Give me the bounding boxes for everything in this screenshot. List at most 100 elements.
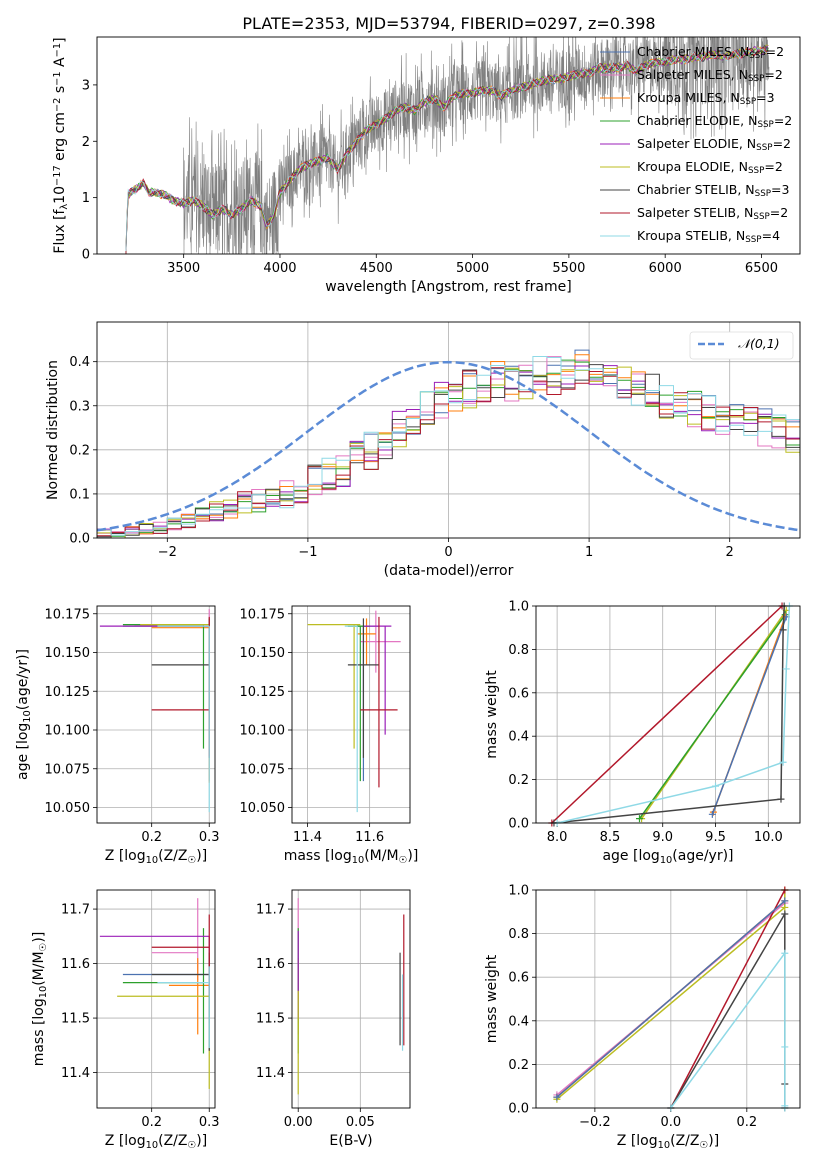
model-line-9: [125, 47, 769, 252]
y-tick-label: 10.125: [45, 685, 91, 700]
label-segment: Z [log: [617, 1133, 658, 1149]
histogram-9: [97, 356, 800, 536]
subscript: SSP: [749, 51, 765, 61]
axis-label-text: Chabrier MILES, NSSP=2: [637, 44, 784, 61]
y-tick-label: 10.175: [45, 607, 91, 622]
superscript: −2: [52, 98, 63, 112]
weight-marker: [781, 1043, 789, 1051]
subscript: ☉: [187, 855, 196, 866]
y-tick-label: 0.0: [69, 532, 90, 547]
histogram-2: [97, 356, 800, 535]
label-segment: Chabrier ELODIE, N: [637, 113, 757, 128]
axis-label-text: mass [log10(M/M☉)]: [31, 932, 49, 1067]
y-tick-label: 1.0: [508, 600, 529, 615]
y-tick-label: 0.0: [508, 817, 529, 832]
label-segment: erg cm: [52, 112, 68, 165]
y-tick-label: 1: [82, 191, 90, 206]
label-segment: )]: [196, 1133, 207, 1149]
axes-frame: [96, 889, 216, 1109]
x-tick-label: 8.5: [600, 830, 621, 845]
label-segment: s: [52, 86, 68, 98]
label-segment: )]: [708, 1133, 719, 1149]
label-segment: =4: [762, 228, 780, 243]
x-tick-label: 11.6: [355, 830, 384, 845]
y-tick-label: 0.4: [508, 1014, 529, 1029]
subscript: 10: [660, 855, 672, 866]
label-segment: (age/yr)]: [672, 848, 733, 864]
axes-frame: [96, 36, 801, 255]
weight-marker: [781, 949, 789, 957]
y-tick-label: 0.0: [508, 1102, 529, 1117]
axis-label-text: Chabrier STELIB, NSSP=3: [637, 182, 789, 199]
x-tick-label: 5500: [552, 261, 585, 276]
superscript: −1: [52, 43, 63, 57]
label-segment: =3: [756, 90, 774, 105]
axis-label-text: age [log10(age/yr)]: [602, 848, 733, 866]
x-tick-label: 0: [444, 545, 452, 560]
x-tick-label: 5000: [456, 261, 489, 276]
label-segment: age [log: [15, 723, 31, 780]
y-tick-label: 0.2: [508, 773, 529, 788]
y-tick-label: 10.100: [45, 724, 91, 739]
y-tick-label: 11.6: [61, 957, 90, 972]
axis-label-text: E(B-V): [329, 1133, 372, 1149]
label-segment: =2: [764, 67, 782, 82]
axis-label-text: (data-model)/error: [384, 563, 514, 579]
label-segment: =2: [773, 136, 791, 151]
label-segment: )]: [407, 848, 418, 864]
label-segment: =2: [764, 159, 782, 174]
subscript: 10: [22, 710, 33, 722]
label-segment: 10: [52, 186, 68, 204]
label-segment: (Z/Z: [670, 1133, 699, 1149]
label-segment: Normed distribution: [45, 360, 61, 500]
label-segment: age [log: [602, 848, 659, 864]
label-segment: (M/M: [364, 848, 398, 864]
axis-label-text: Flux [fλ10−17 erg cm−2 s−1 A−1]: [52, 37, 70, 253]
panel-residuals: −2 −1 0 1 2 0.0 0.1 0.2 0.3 0.4 (data-model)/error…: [45, 321, 801, 579]
label-segment: wavelength [Angstrom, rest frame]: [325, 279, 571, 295]
y-tick-label: 10.050: [240, 801, 286, 816]
label-segment: =2: [766, 44, 784, 59]
axis-label-text: wavelength [Angstrom, rest frame]: [325, 279, 571, 295]
panel-mass-weight-vs-Z: −0.2 0.0 0.2 0.0 0.2 0.4 0.6 0.8 1.0 Z [log10(Z/Z…: [484, 884, 801, 1151]
panel-age-vs-mass: 11.4 11.6 10.050 10.075 10.100 10.125 10.150 10…: [240, 605, 419, 866]
axis-label-text: age [log10(age/yr)]: [15, 649, 33, 780]
x-tick-label: 2: [726, 545, 734, 560]
x-tick-label: 6500: [745, 261, 778, 276]
weight-line: [556, 605, 791, 824]
axis-label-text: mass [log10(M/M☉)]: [284, 848, 419, 866]
label-segment: (age/yr)]: [15, 649, 31, 710]
y-tick-label: 11.6: [256, 957, 285, 972]
x-tick-label: 11.4: [293, 830, 322, 845]
observed-spectrum-line: [125, 37, 770, 254]
label-segment: (Z/Z: [158, 848, 187, 864]
y-tick-label: 10.125: [240, 685, 286, 700]
subscript: SSP: [753, 212, 769, 222]
weight-marker: [782, 665, 790, 673]
subscript: SSP: [745, 235, 761, 245]
weight-marker: [779, 626, 787, 634]
weight-line: [670, 889, 786, 1109]
x-tick-label: 0.00: [284, 1115, 313, 1130]
y-tick-label: 0.8: [508, 927, 529, 942]
y-tick-label: 10.075: [240, 762, 286, 777]
y-tick-label: 0: [82, 248, 90, 263]
subscript: 10: [146, 855, 158, 866]
y-tick-label: 0.3: [69, 399, 90, 414]
weight-marker: [779, 758, 787, 766]
label-segment: ]: [52, 37, 68, 42]
panels: 3500 4000 4500 5000 5500 6000 6500 0 1 2 3 waveleng…: [15, 36, 801, 1151]
x-tick-label: 1: [585, 545, 593, 560]
plot-area: [125, 37, 770, 254]
y-tick-label: 1.0: [508, 884, 529, 899]
label-segment: Flux [f: [52, 209, 68, 254]
weight-marker: [635, 815, 643, 823]
label-segment: Kroupa STELIB, N: [637, 228, 745, 243]
subscript: SSP: [755, 189, 771, 199]
axis-label-text: mass weight: [484, 954, 500, 1043]
axis-label-text: Z [log10(Z/Z☉)]: [105, 848, 207, 866]
axis-label-text: Salpeter MILES, NSSP=2: [637, 67, 783, 84]
y-tick-label: 11.7: [61, 903, 90, 918]
y-tick-label: 10.075: [45, 762, 91, 777]
subscript: ☉: [38, 943, 49, 952]
